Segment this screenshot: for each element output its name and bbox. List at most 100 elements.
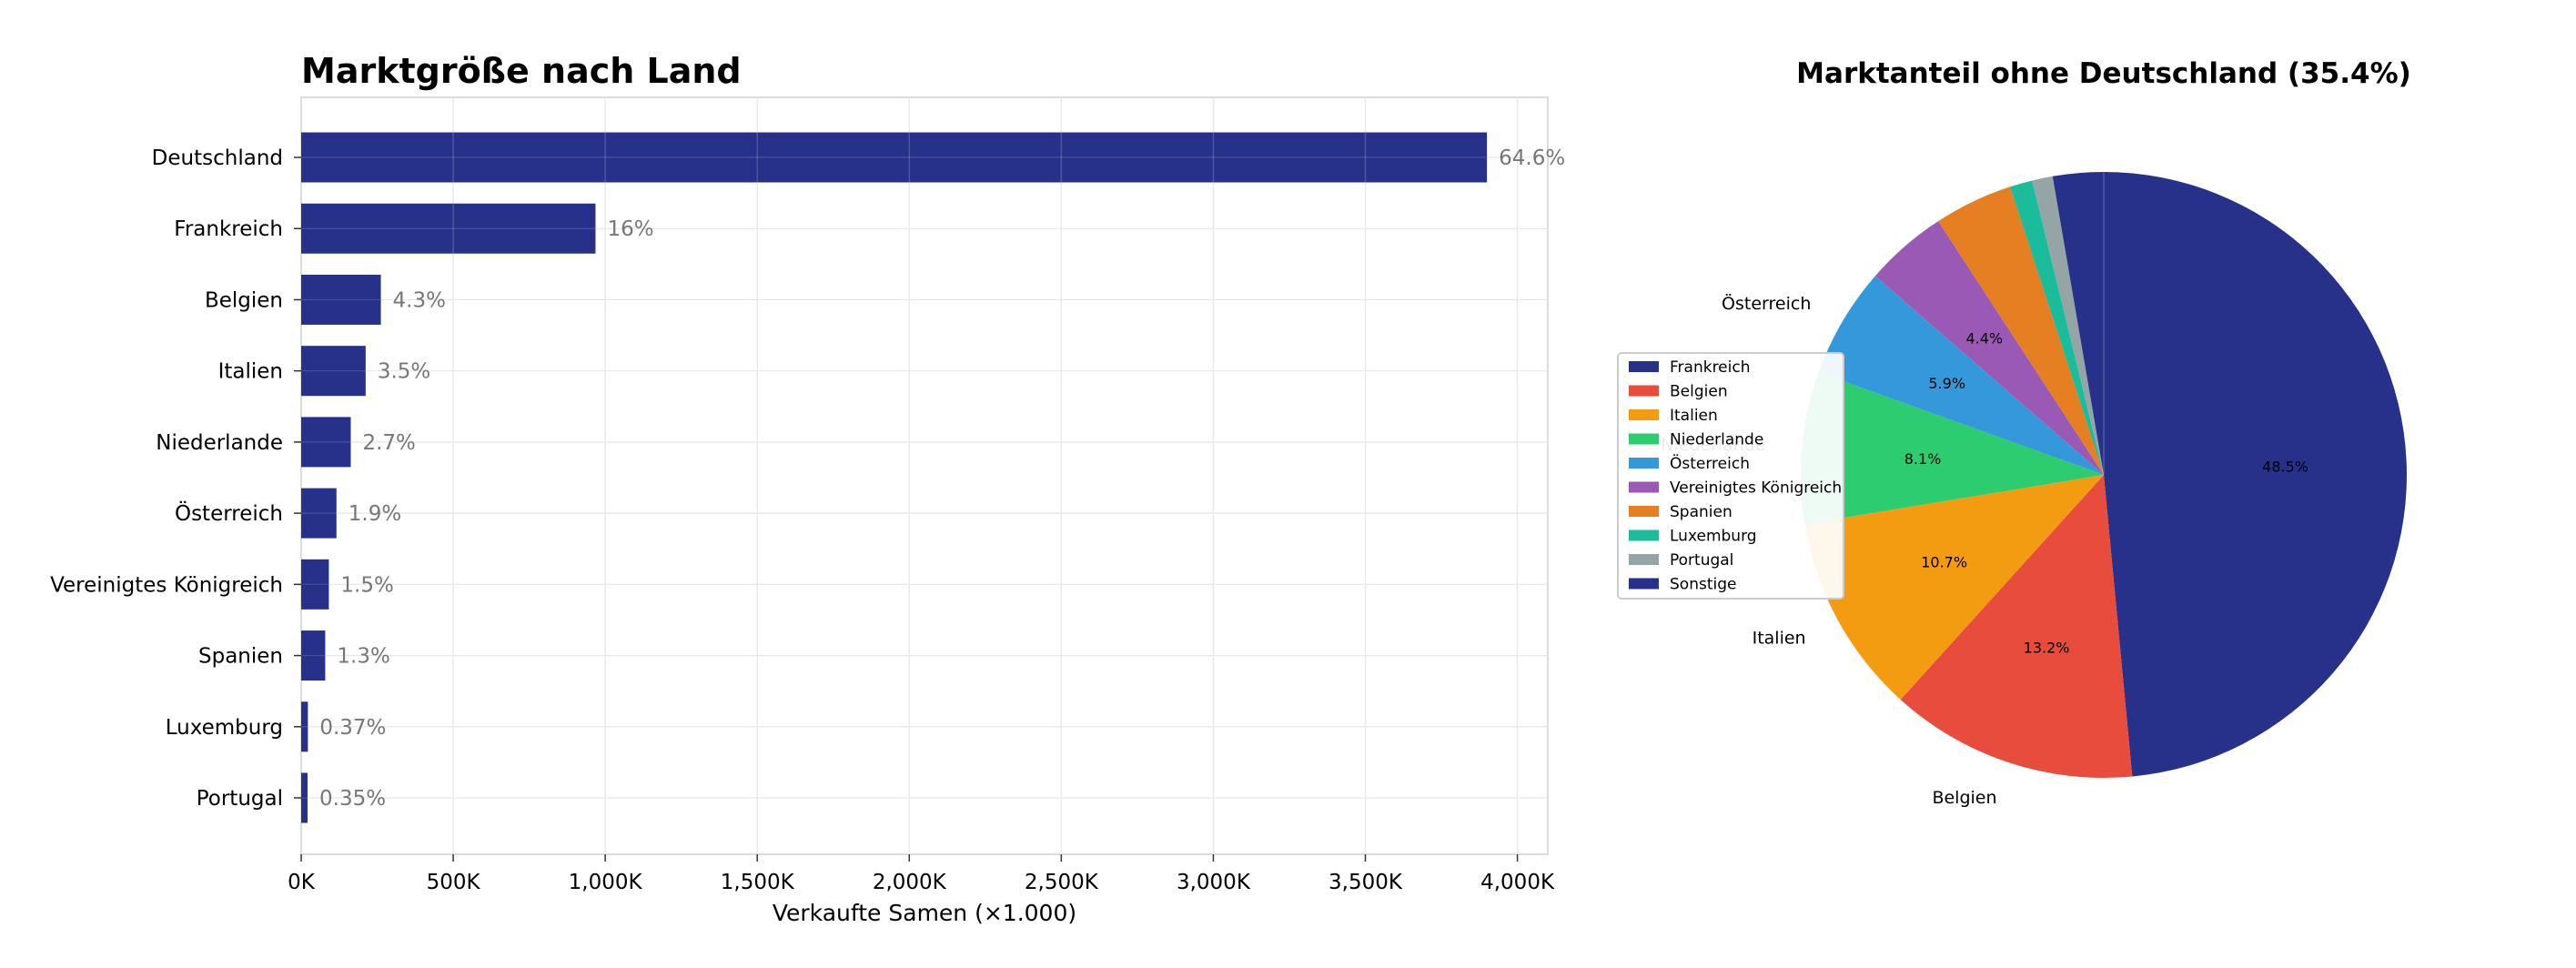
legend-label: Sonstige xyxy=(1670,576,1736,594)
legend-label: Belgien xyxy=(1670,383,1728,401)
bar-x-axis-label: Verkaufte Samen (×1.000) xyxy=(773,900,1076,926)
legend-item-niederlande: Niederlande xyxy=(1629,431,1763,449)
bar-data-label: 2.7% xyxy=(362,431,415,455)
legend-item-belgien: Belgien xyxy=(1629,383,1728,401)
x-tick-label: 0K xyxy=(288,871,316,894)
bar-frankreich xyxy=(301,203,596,254)
legend-swatch xyxy=(1629,433,1659,445)
bar-data-label: 4.3% xyxy=(393,288,446,312)
pie-slice-vereinigtes-konigreich xyxy=(1874,221,2104,476)
y-tick-label: Belgien xyxy=(205,288,283,312)
bar-chart-title: Marktgröße nach Land xyxy=(301,51,742,91)
pie-slice-osterreich xyxy=(1818,276,2104,475)
bar-y-tick-labels: Deutschland Frankreich Belgien Italien Niede… xyxy=(50,146,301,811)
pie-percent-label: 8.1% xyxy=(1904,450,1942,468)
y-tick-label: Österreich xyxy=(175,500,283,526)
legend-swatch xyxy=(1629,554,1659,565)
pie-chart-title: Marktanteil ohne Deutschland (35.4%) xyxy=(1796,57,2411,90)
bar-data-label: 1.9% xyxy=(349,502,401,526)
pie-outer-label: Österreich xyxy=(1722,293,1811,314)
bar-belgien xyxy=(301,274,381,325)
y-tick-label: Niederlande xyxy=(156,431,283,455)
x-tick-label: 2,000K xyxy=(873,871,947,894)
bar-data-label: 1.5% xyxy=(340,573,393,597)
bar-series xyxy=(301,132,1488,823)
pie-percent-label: 48.5% xyxy=(2262,459,2308,476)
bar-data-label: 3.5% xyxy=(378,360,430,384)
x-tick-label: 2,500K xyxy=(1025,871,1099,894)
bar-spanien xyxy=(301,630,326,681)
legend-swatch xyxy=(1629,385,1659,397)
pie-legend-box xyxy=(1617,352,1844,600)
pie-slice-italien xyxy=(1804,475,2104,700)
bar-data-label: 0.37% xyxy=(319,716,386,740)
bar-data-label: 64.6% xyxy=(1499,146,1565,170)
x-tick-label: 4,000K xyxy=(1480,871,1555,894)
legend-label: Niederlande xyxy=(1670,431,1763,449)
x-tick-label: 3,000K xyxy=(1177,871,1251,894)
y-tick-label: Frankreich xyxy=(174,217,283,241)
legend-label: Spanien xyxy=(1670,503,1732,521)
legend-swatch xyxy=(1629,506,1659,517)
legend-item-sonstige: Sonstige xyxy=(1629,576,1736,594)
pie-chart: Marktanteil ohne Deutschland (35.4%) Bel… xyxy=(1617,57,2411,808)
legend-item-italien: Italien xyxy=(1629,407,1718,425)
pie-slice-niederlande xyxy=(1800,372,2104,525)
pie-outer-label: Italien xyxy=(1753,629,1806,649)
pie-slice-frankreich xyxy=(2104,172,2408,777)
x-tick-label: 1,000K xyxy=(569,871,643,894)
legend-item-osterreich: Österreich xyxy=(1629,453,1750,473)
pie-percent-label: 13.2% xyxy=(2024,640,2070,657)
legend-swatch xyxy=(1629,458,1659,469)
legend-swatch xyxy=(1629,481,1659,493)
legend-swatch xyxy=(1629,409,1659,420)
y-tick-label: Deutschland xyxy=(152,146,283,170)
legend-label: Portugal xyxy=(1670,551,1733,570)
y-tick-label: Vereinigtes Königreich xyxy=(50,573,283,597)
legend-swatch xyxy=(1629,529,1659,541)
x-tick-label: 3,500K xyxy=(1328,871,1403,894)
legend-swatch xyxy=(1629,578,1659,590)
bar-data-label: 16% xyxy=(607,217,653,241)
bar-niederlande xyxy=(301,417,351,468)
pie-slices xyxy=(1800,172,2408,779)
legend-label: Frankreich xyxy=(1670,358,1751,377)
legend-item-luxemburg: Luxemburg xyxy=(1629,528,1757,546)
pie-slice-portugal xyxy=(2032,176,2104,476)
legend-swatch xyxy=(1629,361,1659,372)
bar-luxemburg xyxy=(301,701,308,752)
y-tick-label: Italien xyxy=(218,360,283,384)
pie-slice-luxemburg xyxy=(2010,180,2104,475)
legend-label: Italien xyxy=(1670,407,1718,425)
pie-percent-labels: 48.5% 13.2% 10.7% 8.1% 5.9% 4.4% xyxy=(1904,329,2308,656)
legend-label: Vereinigtes Königreich xyxy=(1670,479,1842,498)
bar-x-tick-labels: 0K 500K 1,000K 1,500K 2,000K 2,500K 3,000K 3,50… xyxy=(288,854,1555,894)
bar-gridlines-overlay xyxy=(301,97,1519,854)
pie-percent-label: 4.4% xyxy=(1965,329,2003,347)
bar-vereinigtes-konigreich xyxy=(301,559,329,610)
bar-deutschland xyxy=(301,132,1488,183)
y-tick-label: Spanien xyxy=(198,645,283,669)
y-tick-label: Portugal xyxy=(197,787,283,811)
bar-data-labels: 64.6% 16% 4.3% 3.5% 2.7% 1.9% 1.5% 1.3% 0.37% 0.3… xyxy=(319,146,1565,811)
legend-item-portugal: Portugal xyxy=(1629,551,1733,570)
y-tick-label: Luxemburg xyxy=(166,716,283,740)
pie-slice-sonstige xyxy=(2052,172,2104,475)
legend-item-vereinigtes-konigreich: Vereinigtes Königreich xyxy=(1629,479,1842,498)
pie-outer-label: Belgien xyxy=(1932,788,1996,808)
legend-item-spanien: Spanien xyxy=(1629,503,1732,521)
pie-percent-label: 5.9% xyxy=(1928,375,1965,392)
pie-slice-spanien xyxy=(1938,187,2104,475)
pie-legend: Frankreich Belgien Italien Niederlande Öster… xyxy=(1617,352,1844,600)
bar-portugal xyxy=(301,772,308,823)
bar-osterreich xyxy=(301,488,337,539)
bar-chart: 64.6% 16% 4.3% 3.5% 2.7% 1.9% 1.5% 1.3% 0.37% 0.3… xyxy=(50,51,1565,926)
legend-item-frankreich: Frankreich xyxy=(1629,358,1751,377)
pie-slice-belgien xyxy=(1900,475,2133,779)
bar-italien xyxy=(301,346,366,397)
pie-percent-label: 10.7% xyxy=(1921,554,1967,571)
bar-data-label: 1.3% xyxy=(337,645,389,669)
x-tick-label: 1,500K xyxy=(721,871,795,894)
